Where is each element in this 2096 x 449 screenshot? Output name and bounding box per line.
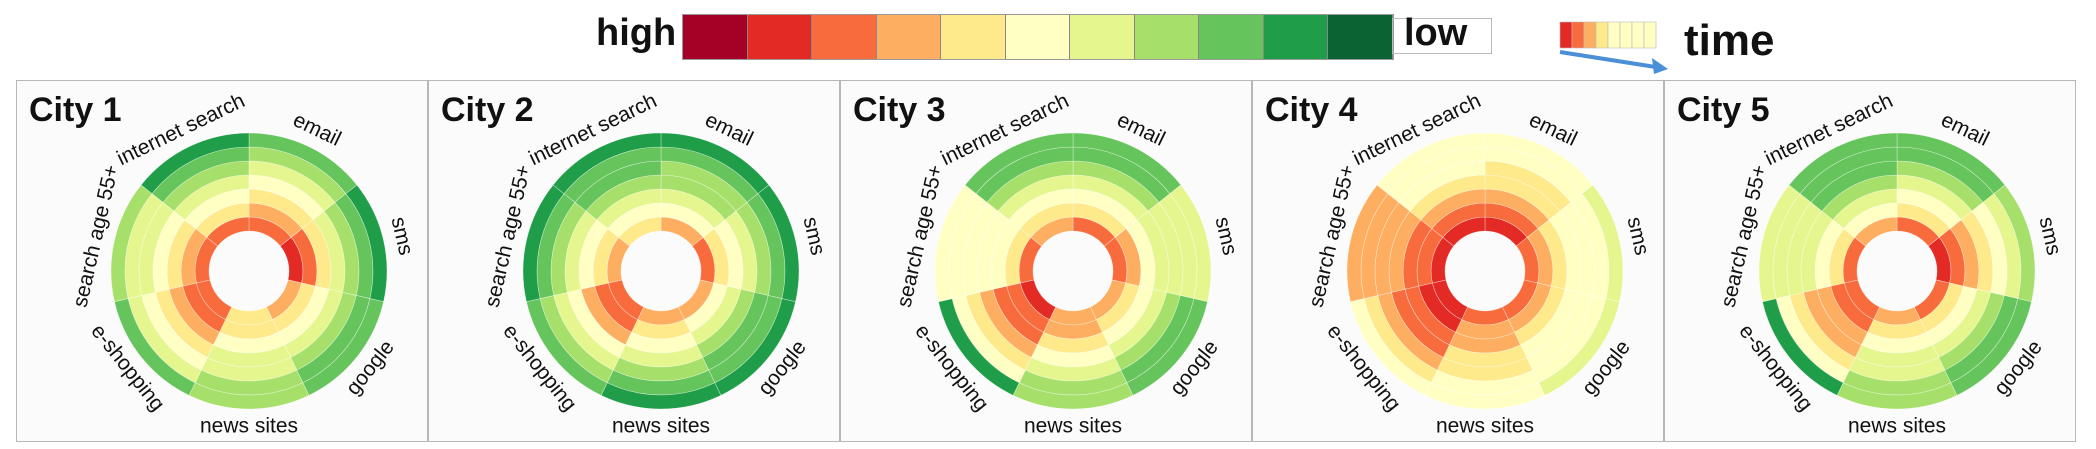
legend-high-label: high: [596, 12, 677, 54]
legend: high low time: [0, 0, 2096, 74]
city-title: City 4: [1265, 91, 1358, 129]
time-arrow-shaft: [1559, 50, 1663, 70]
color-scale-swatch: [876, 15, 942, 59]
time-icon-band: [1595, 21, 1609, 49]
color-scale-swatch: [941, 15, 1006, 59]
color-scale-swatch: [812, 15, 877, 59]
color-scale-swatch: [1263, 15, 1329, 59]
city-panel: City 5 email sms google news sites e-shopping…: [1664, 80, 2076, 442]
color-scale-swatch: [1199, 15, 1264, 59]
cell-internet-search-ring-7: [964, 132, 1074, 195]
category-label-sms: sms: [1211, 215, 1242, 258]
category-label-news-sites: news sites: [200, 415, 298, 438]
color-scale-swatch: [1134, 15, 1200, 59]
color-scale: [682, 14, 1394, 60]
city-title: City 3: [853, 91, 946, 129]
category-label-news-sites: news sites: [1024, 415, 1122, 438]
time-icon-band: [1583, 21, 1597, 49]
category-label-sms: sms: [387, 215, 418, 258]
city-title: City 5: [1677, 91, 1770, 129]
color-scale-swatch: [1005, 15, 1071, 59]
color-scale-swatch: [747, 15, 813, 59]
city-panel: City 4 email sms google news sites e-shopping…: [1252, 80, 1664, 442]
category-label-sms: sms: [2035, 215, 2066, 258]
category-label-sms: sms: [799, 215, 830, 258]
color-scale-swatch: [683, 15, 748, 59]
city-title: City 1: [29, 91, 122, 129]
color-scale-swatch: [1070, 15, 1135, 59]
time-icon-band: [1607, 21, 1621, 49]
time-icon-band: [1643, 21, 1657, 49]
category-label-news-sites: news sites: [1436, 415, 1534, 438]
time-direction-icon: [1559, 21, 1668, 74]
category-label-news-sites: news sites: [1848, 415, 1946, 438]
cell-internet-search-ring-7: [1788, 132, 1898, 195]
time-icon-band: [1559, 21, 1573, 49]
cell-internet-search-ring-7: [552, 132, 662, 195]
cell-internet-search-ring-7: [140, 132, 250, 195]
time-icon-band: [1619, 21, 1633, 49]
time-icon-band: [1571, 21, 1585, 49]
category-label-sms: sms: [1623, 215, 1654, 258]
cell-internet-search-ring-7: [1376, 132, 1486, 195]
city-panel: City 3 email sms google news sites e-shopping…: [840, 80, 1252, 442]
color-scale-swatch: [1328, 15, 1394, 59]
city-panel: City 2 email sms google news sites e-shopping…: [428, 80, 840, 442]
city-panel: City 1 email sms google news sites e-shopping…: [16, 80, 428, 442]
time-icon-band: [1631, 21, 1645, 49]
time-arrow-head: [1652, 58, 1668, 74]
legend-low-label: low: [1404, 12, 1468, 54]
city-panels: City 1 email sms google news sites e-shopping…: [0, 80, 2096, 443]
legend-time-label: time: [1684, 16, 1775, 65]
category-label-news-sites: news sites: [612, 415, 710, 438]
city-title: City 2: [441, 91, 534, 129]
legend-low-box: [1392, 18, 1492, 54]
